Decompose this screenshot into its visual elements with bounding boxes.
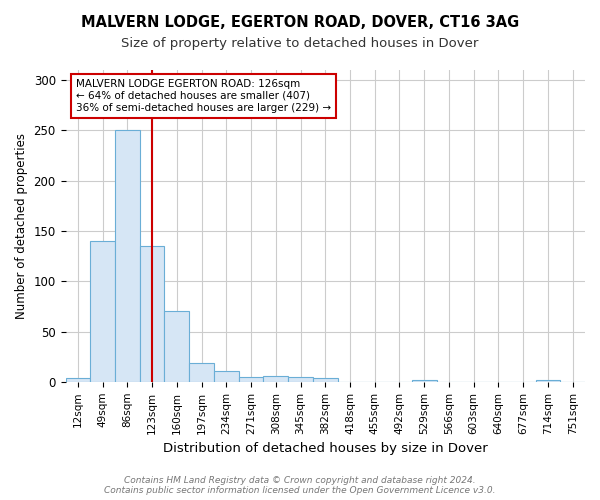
Bar bbox=[263, 376, 288, 382]
Bar bbox=[214, 371, 239, 382]
X-axis label: Distribution of detached houses by size in Dover: Distribution of detached houses by size … bbox=[163, 442, 488, 455]
Bar bbox=[313, 378, 338, 382]
Text: MALVERN LODGE, EGERTON ROAD, DOVER, CT16 3AG: MALVERN LODGE, EGERTON ROAD, DOVER, CT16… bbox=[81, 15, 519, 30]
Text: Size of property relative to detached houses in Dover: Size of property relative to detached ho… bbox=[121, 38, 479, 51]
Bar bbox=[65, 378, 90, 382]
Bar bbox=[288, 377, 313, 382]
Bar bbox=[140, 246, 164, 382]
Bar bbox=[90, 241, 115, 382]
Y-axis label: Number of detached properties: Number of detached properties bbox=[15, 133, 28, 319]
Text: MALVERN LODGE EGERTON ROAD: 126sqm
← 64% of detached houses are smaller (407)
36: MALVERN LODGE EGERTON ROAD: 126sqm ← 64%… bbox=[76, 80, 331, 112]
Bar bbox=[239, 377, 263, 382]
Bar bbox=[412, 380, 437, 382]
Bar bbox=[536, 380, 560, 382]
Text: Contains HM Land Registry data © Crown copyright and database right 2024.
Contai: Contains HM Land Registry data © Crown c… bbox=[104, 476, 496, 495]
Bar bbox=[189, 362, 214, 382]
Bar bbox=[115, 130, 140, 382]
Bar bbox=[164, 312, 189, 382]
